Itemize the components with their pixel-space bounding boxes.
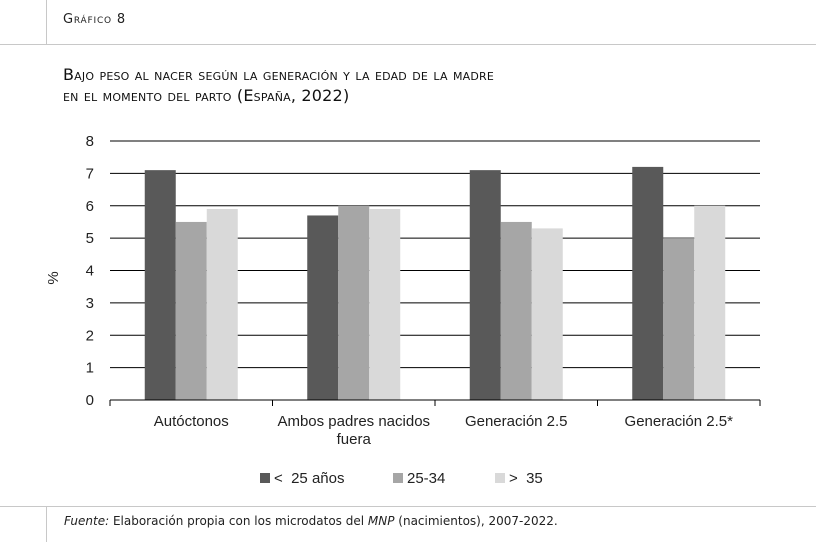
- y-tick-label: 6: [86, 198, 94, 215]
- y-tick-label: 3: [86, 295, 94, 312]
- bar: [175, 221, 207, 400]
- source-label: Fuente:: [64, 514, 110, 528]
- legend-swatch: [260, 473, 270, 483]
- y-tick-label: 1: [86, 360, 94, 377]
- legend-label: 25-34: [407, 470, 445, 487]
- figure-number: Gráfico 8: [63, 12, 126, 27]
- chart-title: Bajo peso al nacer según la generación y…: [63, 64, 703, 106]
- bar: [369, 208, 401, 400]
- footer-divider: [0, 506, 816, 507]
- y-tick-label: 0: [86, 392, 94, 409]
- bar: [144, 170, 176, 400]
- bar: [206, 208, 238, 400]
- y-tick-label: 4: [86, 263, 94, 280]
- source-text-1: Elaboración propia con los microdatos de…: [109, 514, 368, 528]
- x-tick-label: Autóctonos: [154, 413, 229, 430]
- legend-label: > 35: [509, 470, 543, 487]
- y-tick-label: 5: [86, 230, 94, 247]
- header-divider: [0, 44, 816, 45]
- bar: [694, 205, 726, 400]
- bar: [663, 238, 695, 400]
- x-tick-label: Generación 2.5: [465, 413, 568, 430]
- left-rule-top: [46, 0, 47, 44]
- x-tick-label: fuera: [337, 431, 372, 448]
- y-tick-label: 7: [86, 165, 94, 182]
- legend-swatch: [495, 473, 505, 483]
- bar-chart: 0 1 2 3 4 5 6 7 8% Autóctonos Ambos padres nacidos…: [45, 133, 761, 487]
- x-tick-label: Generación 2.5*: [625, 413, 734, 430]
- bar: [469, 170, 501, 400]
- chart-title-line-2: en el momento del parto (España, 2022): [63, 86, 350, 105]
- left-rule-bottom: [46, 506, 47, 542]
- chart-title-line-1: Bajo peso al nacer según la generación y…: [63, 65, 495, 84]
- y-tick-label: 8: [86, 133, 94, 150]
- y-tick-label: 2: [86, 327, 94, 344]
- bar: [338, 205, 370, 400]
- source-note: Fuente: Elaboración propia con los micro…: [64, 514, 558, 528]
- legend-swatch: [393, 473, 403, 483]
- bar: [632, 166, 664, 400]
- y-axis-label: %: [45, 271, 62, 284]
- source-dataset: MNP: [367, 514, 395, 528]
- legend-label: < 25 años: [274, 470, 344, 487]
- source-text-2: (nacimientos), 2007-2022.: [394, 514, 558, 528]
- bar: [500, 221, 532, 400]
- bar: [531, 228, 563, 400]
- x-tick-label: Ambos padres nacidos: [277, 413, 430, 430]
- bar: [307, 215, 339, 400]
